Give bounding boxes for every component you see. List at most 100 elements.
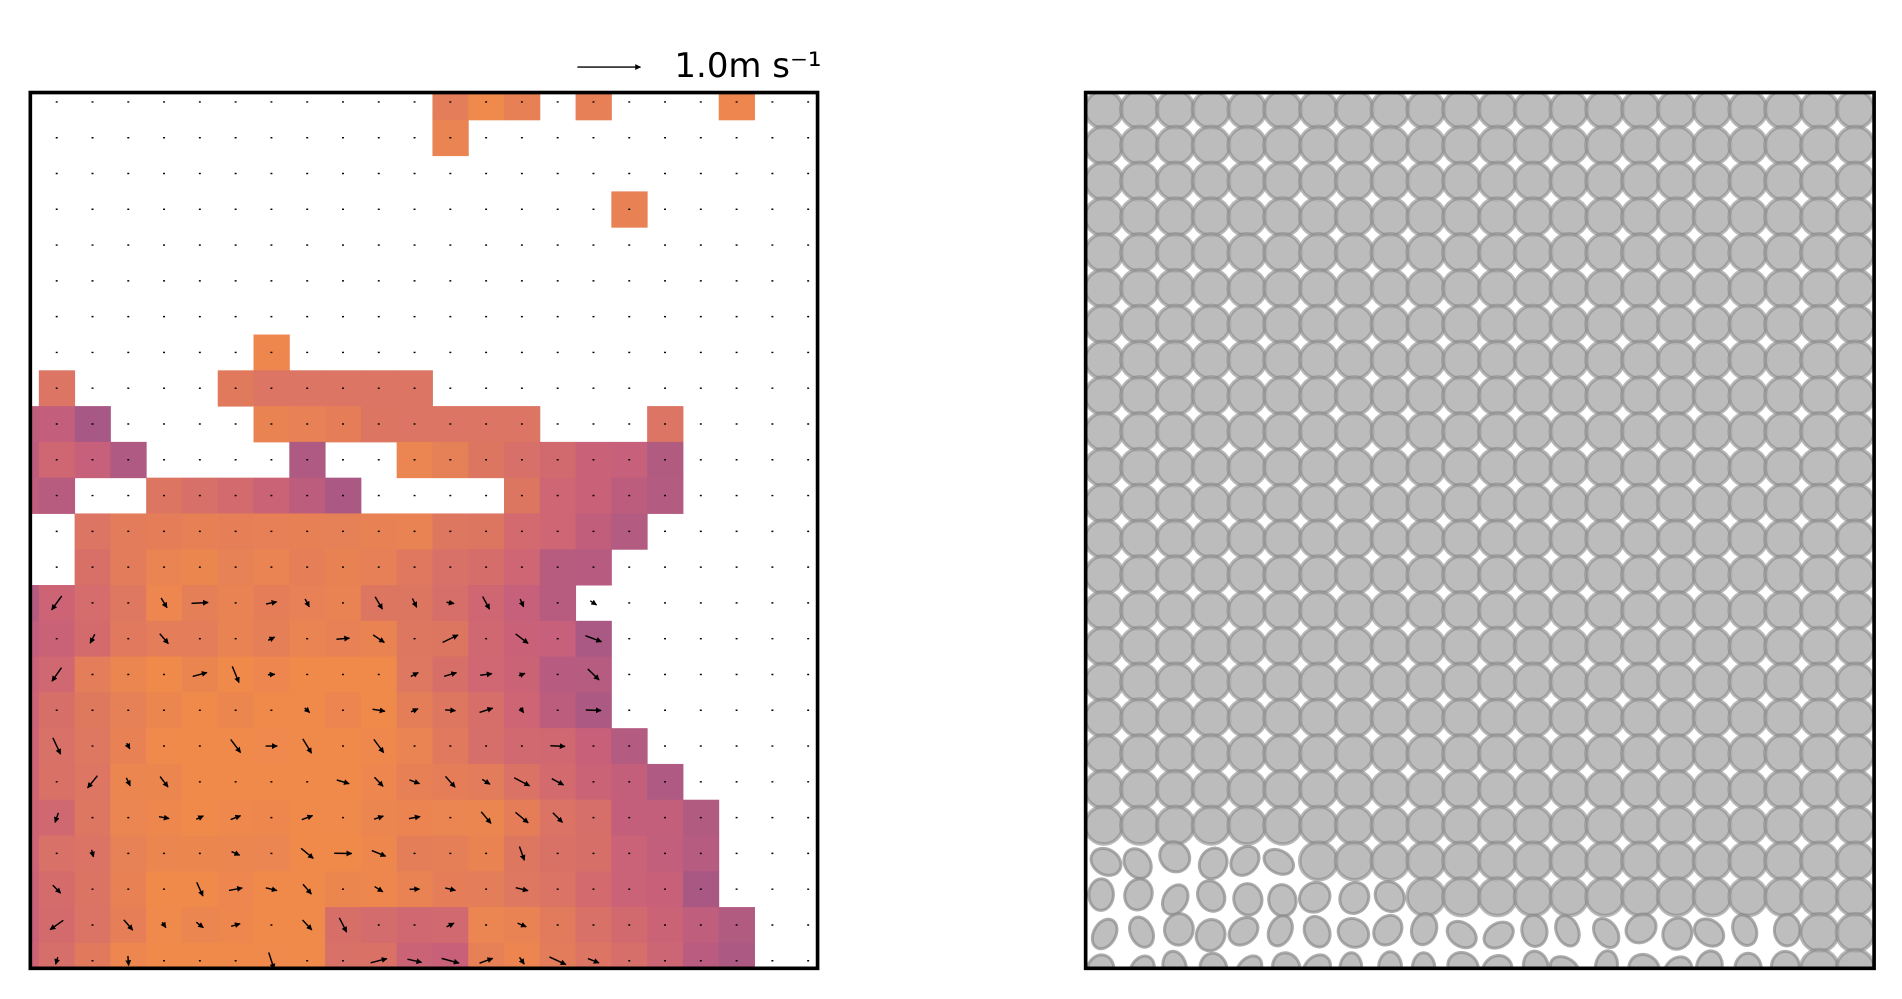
particle [1333,625,1375,667]
particle [1190,482,1232,524]
particle [1763,410,1805,453]
particle [1405,375,1447,417]
particle [1441,482,1483,524]
particle [1548,92,1590,131]
velocity-arrow [86,775,99,789]
particle [1154,375,1197,417]
particle [1798,625,1841,667]
heatmap-cell [718,92,755,121]
particle [1405,840,1447,882]
particle [1512,554,1554,596]
velocity-arrow [411,598,418,608]
particle [1262,768,1304,811]
particle [1619,589,1662,632]
velocity-arrow [301,814,314,821]
velocity-arrow [160,921,167,929]
particle [1405,267,1447,310]
particle [1089,846,1123,877]
particle [1262,518,1304,560]
velocity-arrow [16,739,26,753]
particle [1548,955,1581,969]
particle [1441,124,1483,166]
particle [1476,589,1519,632]
particle [1262,410,1304,453]
particle [1798,160,1841,202]
particle [1727,410,1769,453]
particle [1727,124,1769,166]
velocity-arrow [230,922,241,928]
particle [1190,124,1232,166]
velocity-arrow [123,919,134,931]
heatmap-cell [432,92,469,121]
particle [1128,915,1156,949]
particle [1727,92,1769,131]
particle [1727,661,1769,703]
particle [1691,554,1733,596]
heatmap-cell [30,942,40,969]
particle [1482,920,1515,950]
particle [1190,804,1232,846]
particle [1369,840,1411,882]
velocity-arrow [302,738,313,754]
particle [1834,196,1875,238]
particle [1584,196,1626,238]
particle [1584,232,1626,274]
particle [1476,339,1519,381]
particle [1476,446,1519,488]
particle [1727,196,1769,238]
heatmap-cell [539,942,577,969]
particle [1763,840,1805,882]
particle [1297,518,1340,560]
particle [1262,697,1304,739]
particle [1297,410,1340,453]
particle [1727,876,1769,918]
particle [1834,554,1875,596]
velocity-arrow [302,883,312,895]
particle [1369,733,1411,775]
particle [1584,768,1626,811]
particle [1154,410,1197,453]
particle [1119,303,1161,345]
particle [1119,124,1161,166]
particle [1584,661,1626,703]
particle [1085,518,1125,560]
heatmap-cell [30,692,40,729]
particle [1619,303,1662,345]
particle [1763,339,1805,381]
particle [1548,160,1590,202]
particle [1798,232,1841,274]
velocity-arrow [481,778,491,785]
particle [1405,410,1447,453]
particle [1798,446,1841,488]
particle [1619,804,1662,846]
particle [1834,303,1875,345]
particle [1226,160,1268,202]
particle [1476,518,1519,560]
particle [1405,697,1447,739]
heatmap-cell [30,620,40,658]
velocity-arrow [441,957,460,965]
particle [1154,124,1197,166]
particle [1445,919,1478,950]
particle [1619,554,1662,596]
particle [1691,160,1733,202]
particle [1763,267,1805,310]
particle [1798,768,1841,811]
particle [1190,518,1232,560]
quiver-key-label: 1.0m s⁻¹ [674,46,821,86]
particle [1262,196,1304,238]
particle [1405,768,1447,811]
particle [1405,232,1447,274]
particle [1655,554,1698,596]
particle [1512,410,1554,453]
particle [1763,625,1805,667]
particle [1548,303,1590,345]
particle [1798,804,1841,846]
particle [1405,804,1447,846]
particle [1619,232,1662,274]
velocity-arrow [51,667,63,682]
particle [1798,124,1841,166]
velocity-arrow [192,671,208,678]
heatmap-cell [30,585,40,622]
particle [1512,482,1554,524]
